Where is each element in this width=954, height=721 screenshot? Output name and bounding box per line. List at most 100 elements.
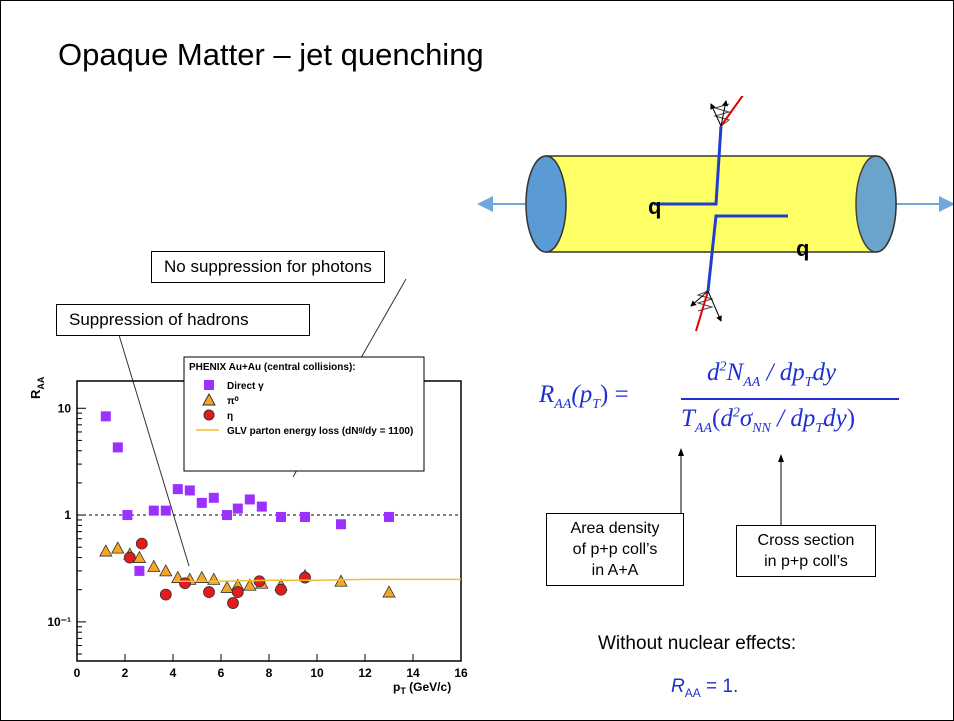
y-axis-label: RAA [28, 376, 46, 399]
formula-text: d [720, 405, 733, 432]
fraction-bar [681, 398, 899, 400]
legend: PHENIX Au+Au (central collisions): Direct… [183, 356, 425, 472]
formula-text: / dp [770, 405, 816, 432]
note: Without nuclear effects: [598, 633, 797, 654]
formula-text: T [804, 375, 813, 390]
x-tick-label: 10 [310, 666, 324, 680]
data-point [196, 497, 207, 508]
data-point [148, 505, 159, 516]
data-point [232, 503, 243, 514]
data-point [122, 510, 133, 521]
box-text: of p+p coll’s [572, 541, 658, 558]
data-point [111, 541, 125, 554]
data-point [382, 585, 396, 598]
formula-lhs: RAA(pT) = [539, 381, 629, 413]
formula-text: / dp [760, 359, 805, 386]
data-point [195, 570, 209, 583]
result-text: AA [684, 685, 701, 700]
data-point [299, 571, 311, 584]
callout: No suppression for photons [151, 251, 385, 283]
legend-label: η [227, 411, 233, 422]
formula-text: AA [694, 421, 713, 436]
x-tick-label: 12 [358, 666, 372, 680]
formula-text: ) = [600, 381, 629, 408]
legend-label: π⁰ [227, 396, 239, 407]
data-point [132, 550, 147, 563]
quark-label: q [796, 236, 809, 261]
formula-text: T [592, 397, 601, 412]
formula-numerator: d2NAA / dpTdy [707, 359, 836, 391]
formula-text: 2 [719, 359, 727, 375]
box-text: Area density [570, 520, 660, 537]
data-point [244, 494, 255, 505]
formula-denominator: TAA(d2σNN / dpTdy) [681, 405, 855, 437]
box-text: Cross section [757, 532, 855, 549]
data-point [123, 551, 136, 564]
annotation-box: Cross section in p+p coll’s [736, 525, 876, 577]
x-tick-label: 14 [406, 666, 420, 680]
formula-text: AA [743, 375, 761, 390]
formula-text: NN [752, 421, 771, 436]
formula-text: T [815, 421, 824, 436]
data-point [275, 583, 287, 596]
legend-title: PHENIX Au+Au (central collisions): [189, 362, 356, 373]
x-tick-label: 6 [218, 666, 225, 680]
legend-box [183, 356, 425, 472]
data-point [256, 501, 267, 512]
data-point [179, 577, 191, 590]
x-axis-label: pT (GeV/c) [393, 680, 451, 696]
data-point [112, 442, 123, 453]
data-point [336, 519, 346, 530]
data-point [147, 559, 161, 572]
data-point [227, 597, 239, 609]
data-point [134, 565, 145, 576]
y-axis-label-part: AA [36, 376, 46, 389]
formula-text: R [539, 381, 555, 408]
data-point [159, 588, 172, 601]
formula-text: ( [712, 405, 721, 432]
formula-text: d [707, 359, 720, 386]
data-point [172, 484, 183, 495]
legend-swatch [204, 380, 214, 390]
legend-label: GLV parton energy loss (dNᵍ/dy = 1100) [227, 426, 413, 437]
legend-swatch [202, 392, 216, 406]
result-text: R [671, 676, 685, 697]
x-tick-label: 4 [170, 666, 177, 680]
data-point [384, 511, 394, 522]
y-tick-label: 10⁻¹ [47, 615, 71, 629]
chart: 0 2 4 6 8 10 12 14 16 10⁻¹ 1 10 RAA pT (GeV/c) PHENIX … [28, 278, 473, 715]
box-text: in A+A [591, 562, 639, 579]
y-axis-label-part: R [28, 389, 43, 399]
data-point [203, 586, 215, 598]
data-point [99, 544, 113, 557]
box-text: in p+p coll’s [764, 553, 848, 570]
y-tick-label: 1 [64, 508, 71, 522]
data-point [135, 537, 148, 550]
data-point [276, 511, 286, 522]
data-point [159, 564, 173, 577]
formula-text: ) [846, 405, 856, 432]
formula-text: σ [739, 405, 753, 432]
data-point [334, 574, 348, 587]
data-point [300, 511, 310, 522]
data-point [184, 485, 195, 496]
x-tick-label: 2 [122, 666, 129, 680]
x-axis-label-part: (GeV/c) [406, 680, 451, 694]
formula-text: 2 [732, 405, 740, 421]
data-point [222, 510, 232, 521]
formula-text: (p [571, 381, 593, 408]
y-tick-label: 10 [58, 401, 72, 415]
legend-label: Direct γ [227, 381, 264, 392]
x-axis-label-part: p [393, 680, 400, 694]
x-tick-label: 0 [74, 666, 81, 680]
callout: Suppression of hadrons [56, 304, 310, 336]
result: RAA = 1. [671, 676, 738, 700]
data-point [243, 578, 257, 591]
x-tick-label: 8 [266, 666, 273, 680]
data-point [220, 580, 234, 593]
formula-text: N [726, 359, 744, 386]
data-point [208, 492, 219, 503]
data-point [231, 586, 244, 598]
formula-text: AA [554, 397, 572, 412]
x-axis-label-part: T [400, 686, 406, 696]
